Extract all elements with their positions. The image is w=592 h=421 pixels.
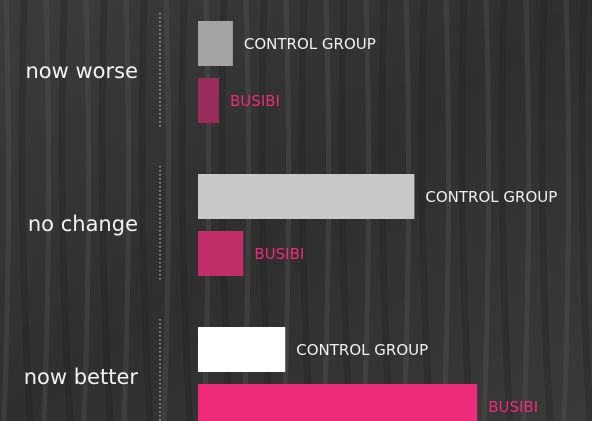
series-label: BUSIBI [254,245,304,263]
bar [198,21,233,66]
series-label: BUSIBI [488,398,538,416]
bar [198,384,478,421]
bar [198,231,244,276]
bar [198,78,219,123]
category-label: now worse [25,59,138,83]
bar [198,327,286,372]
series-label: CONTROL GROUP [296,341,428,359]
series-label: BUSIBI [230,92,280,110]
series-label: CONTROL GROUP [425,188,557,206]
series-label: CONTROL GROUP [244,35,376,53]
category-label: no change [28,212,138,236]
category-label: now better [24,365,139,389]
bar [198,174,415,219]
